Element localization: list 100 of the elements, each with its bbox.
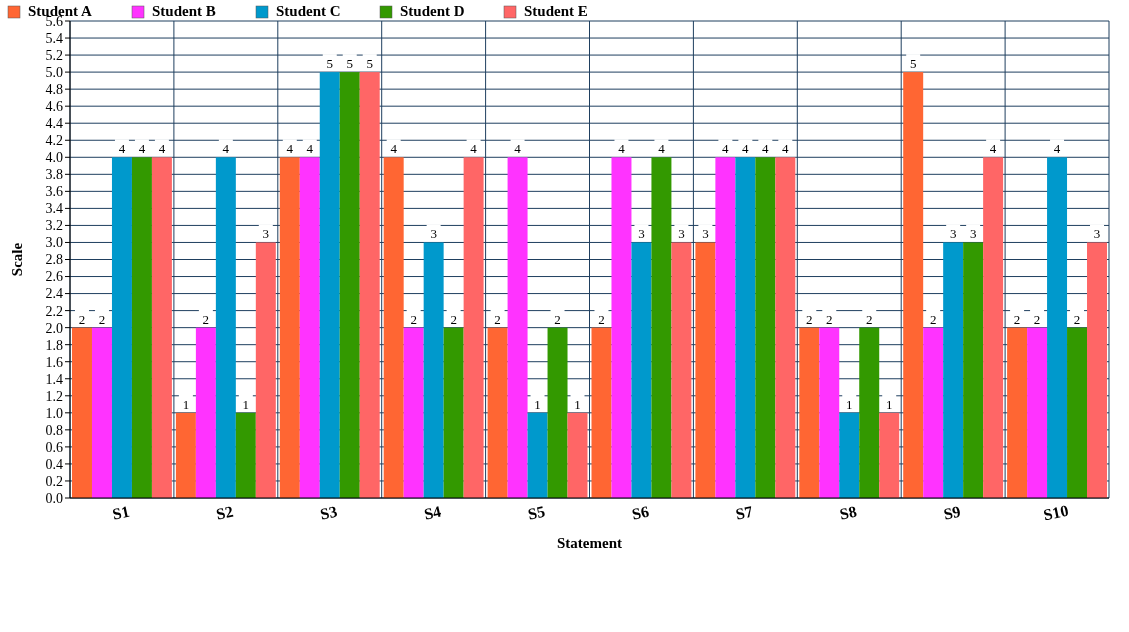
data-label: 4: [618, 141, 626, 157]
bar: [215, 157, 236, 498]
bar: [923, 327, 944, 498]
bar: [755, 157, 776, 498]
bar: [671, 242, 692, 498]
data-label: 3: [1093, 226, 1101, 242]
data-label: 2: [554, 311, 561, 327]
bar: [839, 412, 860, 498]
data-label: 2: [1013, 311, 1021, 327]
data-label: 2: [1033, 311, 1041, 327]
data-label: 4: [762, 141, 770, 157]
data-label: 3: [678, 226, 685, 242]
data-label: 4: [742, 141, 750, 157]
y-tick-label: 5.4: [45, 30, 63, 46]
y-tick-label: 3.0: [45, 235, 63, 251]
bar: [1047, 157, 1068, 498]
bar: [319, 72, 340, 498]
x-tick-label: S3: [318, 502, 339, 523]
bar: [819, 327, 840, 498]
data-label: 4: [989, 141, 997, 157]
y-tick-label: 2.6: [45, 269, 63, 285]
data-label: 5: [366, 56, 373, 72]
y-tick-label: 2.4: [45, 286, 63, 302]
bar: [611, 157, 632, 498]
bar: [983, 157, 1004, 498]
data-label: 2: [98, 311, 106, 327]
data-label: 2: [410, 311, 417, 327]
bar: [91, 327, 112, 498]
bar: [631, 242, 652, 498]
bar: [255, 242, 276, 498]
bar: [527, 412, 548, 498]
data-label: 4: [222, 141, 230, 157]
data-label: 2: [806, 311, 813, 327]
data-label: 4: [306, 141, 314, 157]
legend-label: Student E: [524, 3, 588, 19]
data-label: 4: [722, 141, 730, 157]
data-label: 1: [242, 396, 250, 412]
bar: [1027, 327, 1048, 498]
x-tick-label: S4: [422, 502, 443, 523]
data-label: 3: [702, 226, 709, 242]
y-tick-label: 3.2: [45, 218, 63, 234]
data-label: 1: [534, 396, 541, 412]
bar: [775, 157, 796, 498]
y-tick-label: 0.2: [45, 473, 63, 489]
y-tick-label: 0.0: [45, 490, 63, 506]
bar: [903, 72, 924, 498]
y-tick-label: 5.2: [45, 47, 63, 63]
data-label: 3: [638, 226, 645, 242]
y-tick-label: 1.4: [45, 371, 63, 387]
y-axis-title: Scale: [9, 242, 25, 277]
data-label: 1: [885, 396, 893, 412]
bar: [443, 327, 464, 498]
bar: [463, 157, 484, 498]
data-label: 4: [390, 141, 398, 157]
data-label: 2: [450, 311, 457, 327]
bar: [651, 157, 672, 498]
bar: [151, 157, 172, 498]
y-tick-label: 4.4: [45, 116, 63, 132]
x-tick-label: S5: [526, 502, 547, 523]
data-label: 4: [158, 141, 166, 157]
bar: [131, 157, 152, 498]
data-label: 1: [182, 396, 190, 412]
data-label: 4: [470, 141, 478, 157]
x-tick-label: S1: [110, 502, 131, 523]
bar: [567, 412, 588, 498]
x-tick-label: S6: [630, 502, 651, 523]
bar: [547, 327, 568, 498]
data-label: 4: [782, 141, 790, 157]
bar: [879, 412, 900, 498]
bar: [715, 157, 736, 498]
bar: [507, 157, 528, 498]
bar: [1007, 327, 1028, 498]
data-label: 2: [598, 311, 605, 327]
bar: [695, 242, 716, 498]
y-tick-label: 4.8: [45, 82, 63, 98]
bar: [591, 327, 612, 498]
y-tick-label: 2.2: [45, 303, 63, 319]
data-label: 3: [262, 226, 270, 242]
data-label: 4: [118, 141, 126, 157]
y-tick-label: 1.6: [45, 354, 63, 370]
bar: [359, 72, 380, 498]
y-tick-label: 1.0: [45, 405, 63, 421]
data-label: 2: [202, 311, 210, 327]
y-tick-label: 3.4: [45, 201, 63, 217]
bar: [1067, 327, 1088, 498]
data-label: 1: [846, 396, 853, 412]
bar: [403, 327, 424, 498]
bar: [383, 157, 404, 498]
data-label: 2: [494, 311, 501, 327]
bar: [735, 157, 756, 498]
bar: [963, 242, 984, 498]
data-label: 4: [286, 141, 294, 157]
y-tick-label: 0.8: [45, 422, 63, 438]
y-tick-label: 4.2: [45, 133, 63, 149]
y-tick-label: 1.8: [45, 337, 63, 353]
bar: [423, 242, 444, 498]
y-tick-label: 5.0: [45, 65, 63, 81]
y-tick-label: 1.2: [45, 388, 63, 404]
legend-label: Student D: [400, 3, 465, 19]
data-label: 2: [826, 311, 833, 327]
